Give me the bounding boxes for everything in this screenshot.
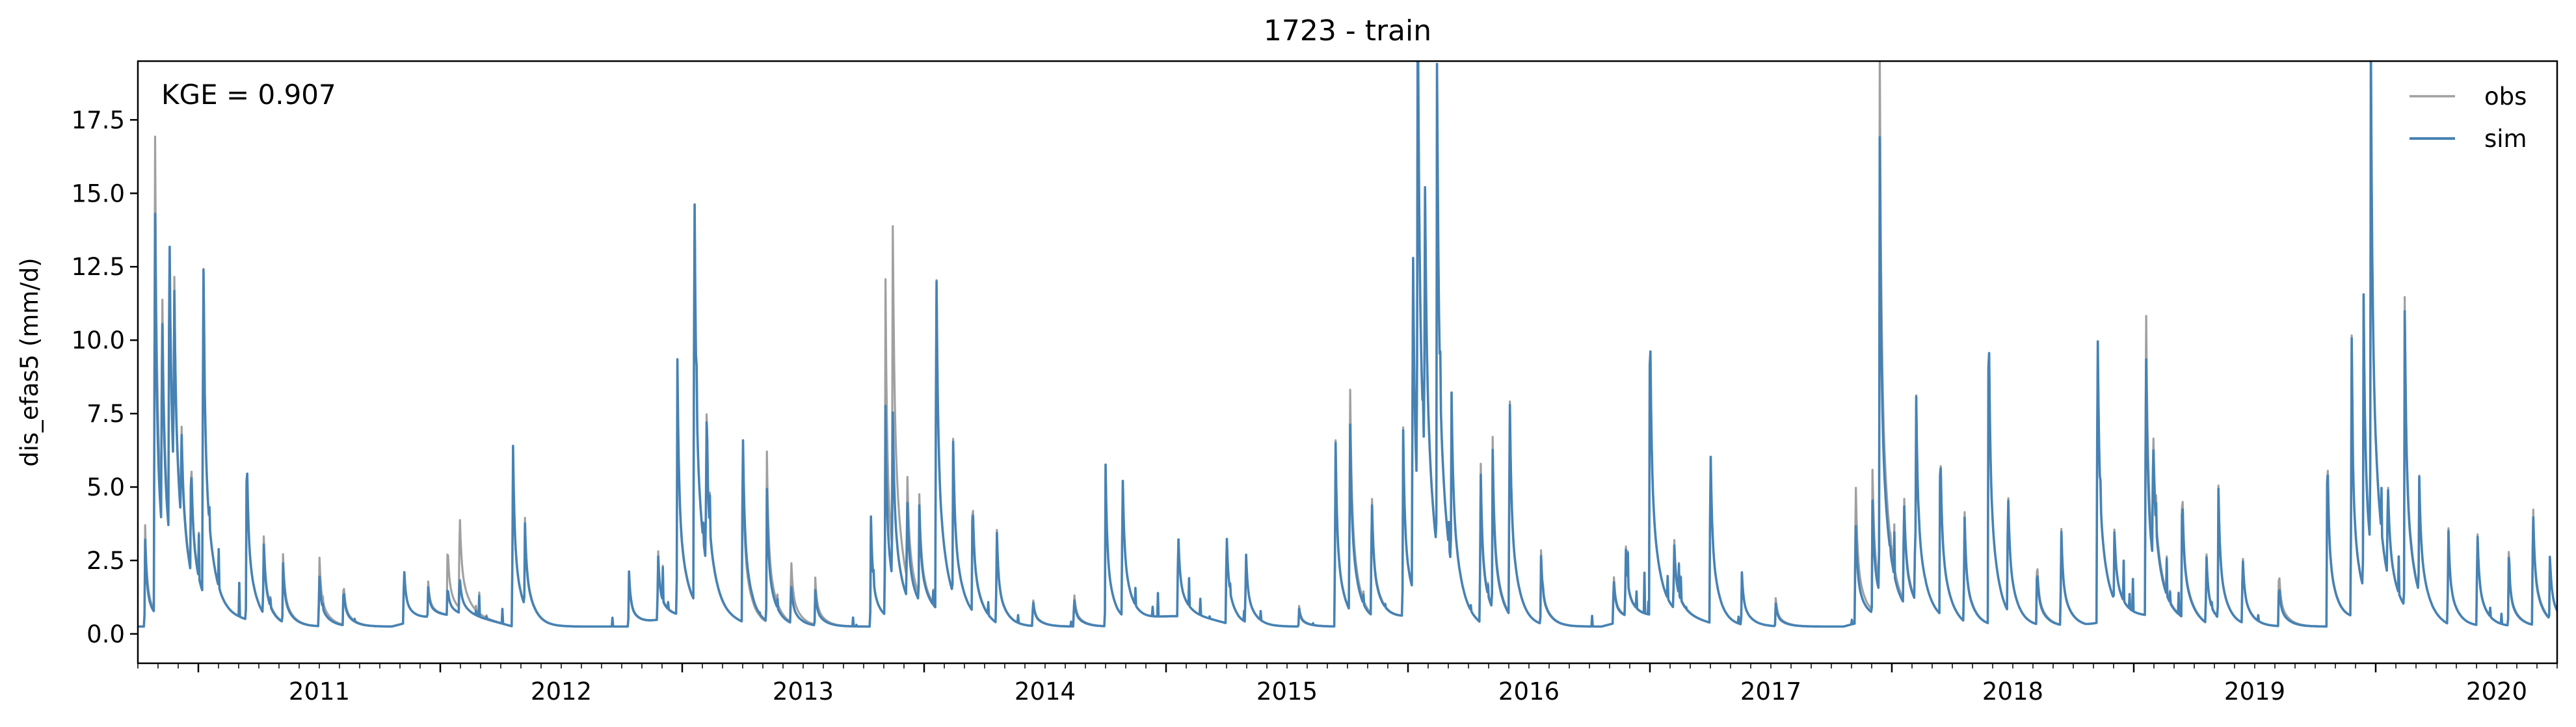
plot-frame (137, 60, 2558, 665)
y-axis: 0.0 2.5 5.0 7.5 10.0 12.5 15.0 17.5 (72, 106, 138, 648)
x-tick-label: 2013 (773, 678, 834, 706)
x-tick-label: 2011 (289, 678, 350, 706)
y-tick-label: 5.0 (86, 473, 125, 501)
chart-title: 1723 - train (1264, 14, 1431, 47)
y-tick-label: 2.5 (86, 547, 125, 575)
y-tick-label: 0.0 (86, 620, 125, 648)
y-axis-label: dis_efas5 (mm/d) (16, 258, 44, 467)
y-tick-label: 10.0 (72, 326, 125, 354)
x-tick-label: 2018 (1982, 678, 2043, 706)
y-tick-label: 12.5 (72, 253, 125, 281)
x-tick-label: 2019 (2224, 678, 2285, 706)
obs-series-line (138, 61, 2557, 628)
legend: obs sim (2410, 83, 2527, 153)
y-tick-label: 7.5 (86, 400, 125, 428)
x-tick-label: 2014 (1015, 678, 1076, 706)
x-tick-label: 2015 (1256, 678, 1318, 706)
legend-sim-label: sim (2484, 125, 2527, 153)
x-tick-label: 2016 (1498, 678, 1560, 706)
y-tick-label: 15.0 (72, 179, 125, 207)
x-axis: 2011 2012 2013 2014 2015 2016 2017 2018 2019 2020 (137, 663, 2558, 706)
x-tick-label: 2012 (531, 678, 592, 706)
series-layer (138, 61, 2557, 628)
x-tick-label: 2020 (2466, 678, 2527, 706)
kge-annotation: KGE = 0.907 (161, 79, 336, 111)
legend-obs-label: obs (2484, 83, 2527, 111)
y-tick-label: 17.5 (72, 106, 125, 134)
x-tick-label: 2017 (1740, 678, 1801, 706)
sim-series-line (138, 61, 2557, 628)
